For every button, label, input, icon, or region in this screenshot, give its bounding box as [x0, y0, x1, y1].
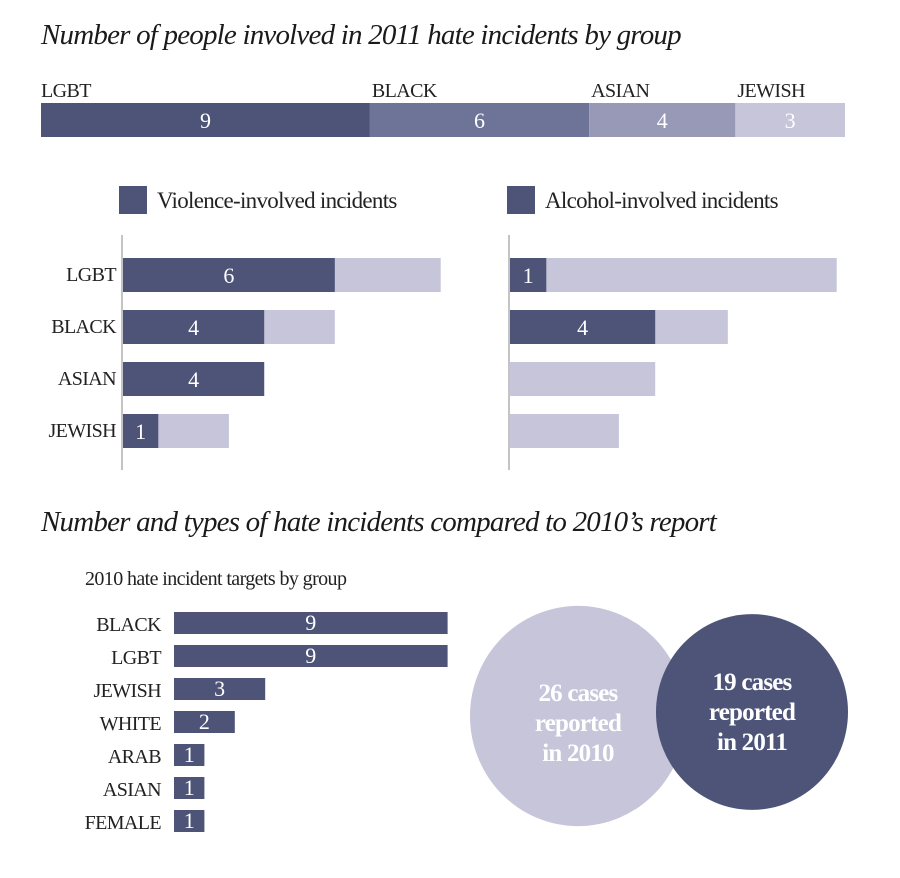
bar-value-label: 4	[188, 315, 199, 340]
circle-text: in 2010	[542, 740, 614, 767]
stacked-bar-segment	[589, 103, 736, 137]
bar-value	[123, 362, 265, 396]
bar-value	[123, 258, 335, 292]
bar	[174, 810, 205, 832]
bar-value-label: 9	[305, 643, 316, 668]
category-label: ASIAN	[58, 368, 116, 390]
category-label: BLACK	[51, 316, 117, 338]
bar-value	[510, 310, 656, 344]
section-title: Number and types of hate incidents compa…	[40, 506, 718, 538]
category-label: ARAB	[108, 746, 161, 768]
bar-value-label: 4	[577, 315, 588, 340]
segment-label: JEWISH	[737, 80, 805, 102]
category-label: JEWISH	[48, 420, 116, 442]
bar-value	[123, 310, 265, 344]
category-label: JEWISH	[93, 680, 161, 702]
segment-label: BLACK	[372, 80, 438, 102]
bar-total	[510, 414, 619, 448]
segment-label: LGBT	[41, 80, 91, 102]
bar-value	[123, 414, 159, 448]
bar-value-label: 1	[184, 808, 195, 833]
legend-swatch	[119, 186, 147, 214]
bar-value-label: 1	[184, 775, 195, 800]
bar-total	[510, 258, 837, 292]
legend-label: Violence-involved incidents	[157, 188, 397, 213]
bar	[174, 612, 448, 634]
legend-swatch	[507, 186, 535, 214]
stacked-bar-segment	[41, 103, 370, 137]
bar-value-label: 3	[214, 676, 225, 701]
bar-value-label: 4	[188, 367, 199, 392]
bar	[174, 645, 448, 667]
bar-value-label: 1	[523, 263, 534, 288]
circle-text: in 2011	[717, 729, 787, 756]
segment-value: 4	[657, 108, 668, 133]
chart-title: Number of people involved in 2011 hate i…	[40, 19, 681, 51]
cases-circle	[470, 605, 686, 827]
bar	[174, 744, 205, 766]
segment-value: 3	[785, 108, 796, 133]
bar-value-label: 1	[135, 419, 146, 444]
bar-value	[510, 258, 547, 292]
bar-value-label: 2	[199, 709, 210, 734]
segment-value: 9	[200, 108, 211, 133]
bar	[174, 711, 235, 733]
bar-value-label: 1	[184, 742, 195, 767]
circle-text: reported	[535, 710, 622, 737]
bar-value-label: 9	[305, 610, 316, 635]
circle-text: 26 cases	[538, 680, 618, 707]
category-label: WHITE	[100, 713, 162, 735]
bar	[174, 678, 266, 700]
category-label: LGBT	[66, 264, 116, 286]
stacked-bar-segment	[369, 103, 590, 137]
circle-text: 19 cases	[712, 669, 792, 696]
bar-total	[510, 362, 656, 396]
category-label: BLACK	[96, 614, 162, 636]
category-label: ASIAN	[103, 779, 161, 801]
chart-title: 2010 hate incident targets by group	[85, 568, 347, 590]
segment-value: 6	[474, 108, 485, 133]
stacked-bar-segment	[735, 103, 845, 137]
legend-label: Alcohol-involved incidents	[545, 188, 779, 213]
segment-label: ASIAN	[591, 80, 649, 102]
category-label: FEMALE	[85, 812, 162, 834]
bar-value-label: 6	[223, 263, 234, 288]
category-label: LGBT	[111, 647, 161, 669]
circle-text: reported	[709, 699, 796, 726]
bar	[174, 777, 205, 799]
cases-circle	[656, 614, 848, 810]
